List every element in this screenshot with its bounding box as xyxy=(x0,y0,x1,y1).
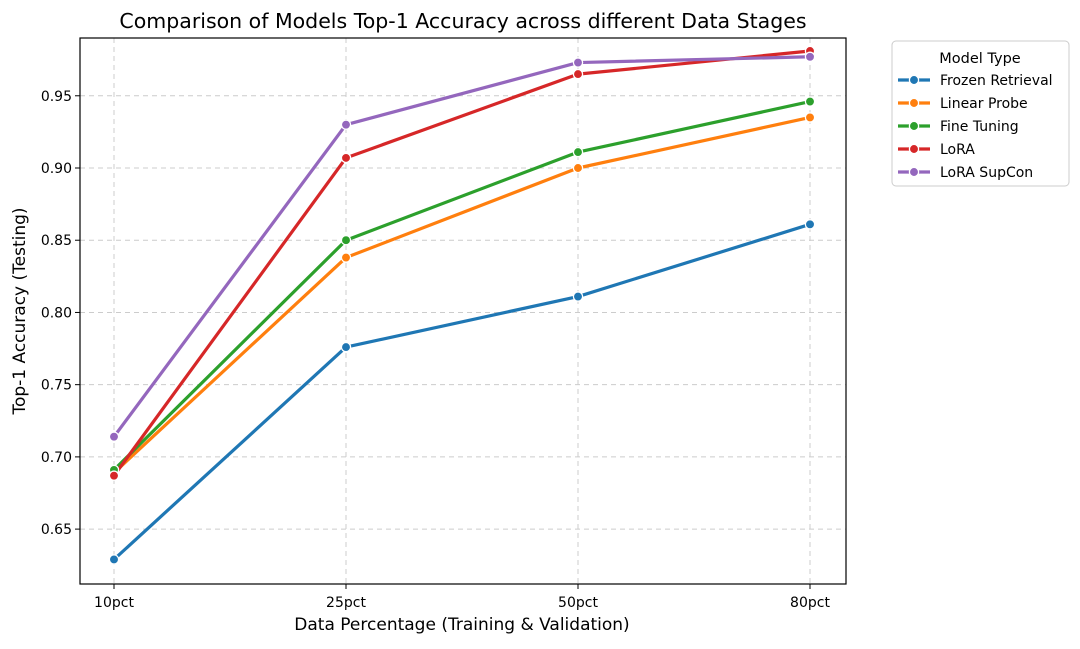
series-line xyxy=(112,222,812,562)
data-point xyxy=(108,470,120,481)
legend-swatch-marker xyxy=(908,143,920,155)
x-tick-label: 50pct xyxy=(558,595,598,611)
data-point xyxy=(804,219,816,230)
data-point xyxy=(572,291,584,302)
series-line xyxy=(112,115,812,475)
chart-title: Comparison of Models Top-1 Accuracy acro… xyxy=(119,9,806,33)
x-tick-label: 10pct xyxy=(94,595,134,611)
data-point xyxy=(340,234,352,246)
legend-label: Fine Tuning xyxy=(940,119,1019,135)
series-lines xyxy=(112,49,812,562)
data-point xyxy=(572,146,584,158)
legend-label: Linear Probe xyxy=(940,96,1028,112)
data-point xyxy=(340,252,352,263)
legend-box xyxy=(891,40,1070,187)
data-point xyxy=(572,57,584,68)
legend-title: Model Type xyxy=(939,51,1021,67)
series-line xyxy=(112,49,812,478)
data-point xyxy=(804,112,816,123)
x-axis-label: Data Percentage (Training & Validation) xyxy=(294,615,629,635)
y-axis-label: Top-1 Accuracy (Testing) xyxy=(10,207,30,415)
legend-swatch-marker xyxy=(908,120,920,132)
series-line xyxy=(112,55,812,439)
y-tick-label: 0.90 xyxy=(41,161,72,177)
y-tick-label: 0.80 xyxy=(41,305,72,321)
data-point xyxy=(340,119,352,130)
data-point xyxy=(572,68,584,80)
y-tick-label: 0.75 xyxy=(41,378,72,394)
series-line xyxy=(112,99,812,472)
y-axis-ticks: 0.65 0.70 0.75 0.80 0.85 0.90 0.95 xyxy=(41,89,80,538)
legend-items: Frozen Retrieval Linear Probe Fine Tuning L… xyxy=(898,73,1053,181)
data-point xyxy=(340,341,352,353)
series-markers xyxy=(108,45,816,565)
legend-swatch-marker xyxy=(908,97,920,109)
legend-swatch-marker xyxy=(908,74,920,86)
y-tick-label: 0.85 xyxy=(41,233,72,249)
y-tick-label: 0.70 xyxy=(41,450,72,466)
x-axis-ticks: 10pct 25pct 50pct 80pct xyxy=(94,584,830,611)
data-point xyxy=(572,162,584,174)
legend-label: Frozen Retrieval xyxy=(940,73,1053,89)
x-tick-label: 80pct xyxy=(790,595,830,611)
data-point xyxy=(108,431,120,442)
legend-label: LoRA SupCon xyxy=(940,165,1033,181)
y-tick-label: 0.95 xyxy=(41,89,72,105)
data-point xyxy=(340,152,352,164)
plot-area xyxy=(79,37,847,585)
y-tick-label: 0.65 xyxy=(41,522,72,538)
data-point xyxy=(804,96,816,107)
legend-label: LoRA xyxy=(940,142,975,158)
legend-swatch-marker xyxy=(908,166,920,178)
data-point xyxy=(804,51,816,63)
data-point xyxy=(108,554,120,565)
x-tick-label: 25pct xyxy=(326,595,366,611)
